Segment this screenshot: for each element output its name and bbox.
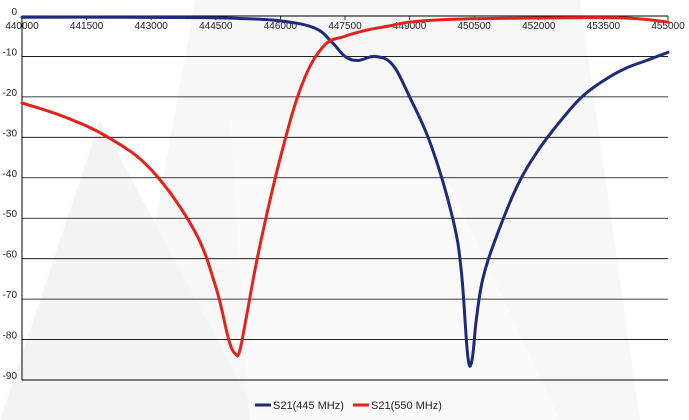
x-tick-label: 443000 <box>135 21 169 32</box>
y-tick-label: -80 <box>3 331 18 342</box>
y-tick-label: -90 <box>3 371 18 382</box>
x-tick-label: 444500 <box>199 21 233 32</box>
x-tick-label: 453500 <box>587 21 621 32</box>
y-tick-label: -30 <box>3 128 18 139</box>
legend: S21(445 MHz) S21(550 MHz) <box>255 400 442 412</box>
background-watermark <box>0 120 260 420</box>
y-tick-label: -10 <box>3 47 18 58</box>
x-tick-label: 446000 <box>264 21 298 32</box>
x-tick-label: 452000 <box>522 21 556 32</box>
x-tick-label: 455000 <box>651 21 685 32</box>
series-lines <box>20 15 670 368</box>
x-tick-label: 441500 <box>70 21 104 32</box>
y-tick-labels: 0 -10 -20 -30 -40 -50 -60 -70 -80 -90 <box>3 7 18 382</box>
y-tick-label: -50 <box>3 209 18 220</box>
legend-label: S21(550 MHz) <box>371 400 442 412</box>
x-tick-labels: 440000 441500 443000 444500 446000 447500 4490… <box>5 16 685 32</box>
x-tick-label: 450500 <box>458 21 492 32</box>
x-tick-label: 440000 <box>5 21 39 32</box>
y-tick-label: -40 <box>3 169 18 180</box>
y-tick-label: -20 <box>3 88 18 99</box>
y-tick-label: 0 <box>11 7 17 18</box>
series-line-s21-445-mhz <box>20 15 670 368</box>
series-line-s21-550-mhz <box>20 16 670 358</box>
y-tick-label: -60 <box>3 250 18 261</box>
x-tick-label: 449000 <box>393 21 427 32</box>
x-tick-label: 447500 <box>328 21 362 32</box>
legend-label: S21(445 MHz) <box>273 400 344 412</box>
y-tick-label: -70 <box>3 290 18 301</box>
